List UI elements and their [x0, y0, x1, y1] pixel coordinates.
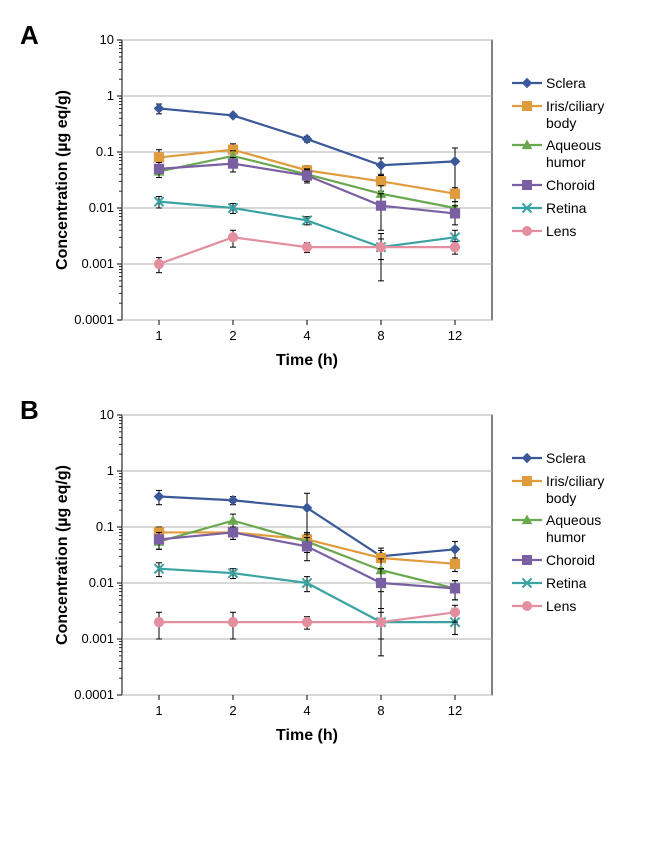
legend-a: Sclera Iris/ciliary body Aqueous humor Chor…	[512, 75, 636, 245]
svg-text:Time (h): Time (h)	[276, 727, 338, 744]
chart-b: 0.00010.0010.010.1110124812Time (h)Conce…	[50, 395, 502, 750]
legend-label: Choroid	[546, 552, 595, 569]
svg-text:0.001: 0.001	[81, 256, 114, 271]
svg-text:0.001: 0.001	[81, 631, 114, 646]
legend-label: Retina	[546, 200, 586, 217]
svg-text:12: 12	[448, 703, 462, 718]
svg-text:2: 2	[229, 328, 236, 343]
legend-label: Aqueous humor	[546, 137, 636, 171]
svg-text:0.1: 0.1	[96, 144, 114, 159]
svg-text:10: 10	[100, 32, 114, 47]
svg-text:Time (h): Time (h)	[276, 352, 338, 369]
svg-text:0.0001: 0.0001	[74, 312, 114, 327]
panel-label-b: B	[20, 395, 39, 426]
svg-text:12: 12	[448, 328, 462, 343]
legend-item: Retina	[512, 200, 636, 217]
chart-wrap-b: 0.00010.0010.010.1110124812Time (h)Conce…	[20, 395, 637, 750]
svg-text:8: 8	[377, 703, 384, 718]
legend-label: Iris/ciliary body	[546, 473, 636, 507]
svg-text:0.1: 0.1	[96, 519, 114, 534]
legend-item: Sclera	[512, 450, 636, 467]
legend-item: Choroid	[512, 552, 636, 569]
panel-label-a: A	[20, 20, 39, 51]
legend-label: Aqueous humor	[546, 512, 636, 546]
legend-item: Retina	[512, 575, 636, 592]
svg-text:8: 8	[377, 328, 384, 343]
svg-text:4: 4	[303, 703, 310, 718]
svg-text:Concentration (µg eq/g): Concentration (µg eq/g)	[54, 465, 71, 645]
legend-label: Retina	[546, 575, 586, 592]
legend-label: Sclera	[546, 450, 586, 467]
svg-text:0.0001: 0.0001	[74, 687, 114, 702]
svg-text:2: 2	[229, 703, 236, 718]
legend-item: Aqueous humor	[512, 512, 636, 546]
panel-b: B 0.00010.0010.010.1110124812Time (h)Con…	[20, 395, 637, 750]
legend-label: Lens	[546, 598, 576, 615]
legend-item: Sclera	[512, 75, 636, 92]
svg-text:1: 1	[107, 463, 114, 478]
svg-text:0.01: 0.01	[89, 200, 114, 215]
legend-label: Choroid	[546, 177, 595, 194]
legend-label: Lens	[546, 223, 576, 240]
svg-text:Concentration (µg eq/g): Concentration (µg eq/g)	[54, 90, 71, 270]
svg-text:1: 1	[155, 703, 162, 718]
chart-wrap-a: 0.00010.0010.010.1110124812Time (h)Conce…	[20, 20, 637, 375]
legend-item: Lens	[512, 598, 636, 615]
chart-a: 0.00010.0010.010.1110124812Time (h)Conce…	[50, 20, 502, 375]
legend-label: Sclera	[546, 75, 586, 92]
panel-a: A 0.00010.0010.010.1110124812Time (h)Con…	[20, 20, 637, 375]
svg-text:1: 1	[155, 328, 162, 343]
legend-item: Choroid	[512, 177, 636, 194]
legend-item: Iris/ciliary body	[512, 473, 636, 507]
svg-text:4: 4	[303, 328, 310, 343]
legend-item: Lens	[512, 223, 636, 240]
svg-text:10: 10	[100, 407, 114, 422]
legend-b: Sclera Iris/ciliary body Aqueous humor Chor…	[512, 450, 636, 620]
legend-label: Iris/ciliary body	[546, 98, 636, 132]
legend-item: Iris/ciliary body	[512, 98, 636, 132]
svg-text:0.01: 0.01	[89, 575, 114, 590]
legend-item: Aqueous humor	[512, 137, 636, 171]
svg-text:1: 1	[107, 88, 114, 103]
